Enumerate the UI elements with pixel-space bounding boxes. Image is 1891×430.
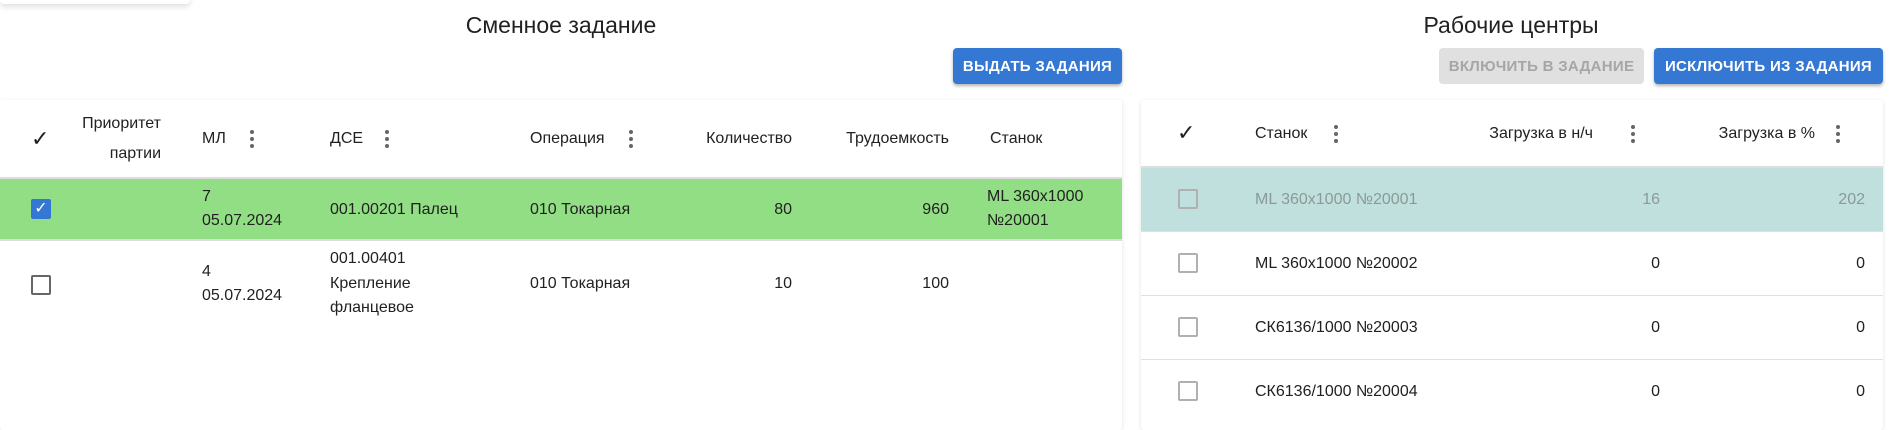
header-labor[interactable]: Трудоемкость (846, 130, 949, 147)
row-machine: СК6136/1000 №20004 (1255, 383, 1418, 400)
row-operation: 010 Токарная (530, 201, 631, 218)
row-load-hours: 0 (1651, 383, 1660, 400)
row-machine-number: №20001 (987, 212, 1049, 229)
select-all-check-icon[interactable]: ✓ (1177, 120, 1196, 145)
select-all-check-icon[interactable]: ✓ (31, 126, 50, 151)
row-machine: СК6136/1000 №20003 (1255, 319, 1418, 336)
row-checkbox[interactable] (1178, 381, 1198, 401)
row-ml: 4 (202, 263, 211, 280)
issue-tasks-button[interactable]: ВЫДАТЬ ЗАДАНИЯ (953, 48, 1122, 84)
row-load-hours: 16 (1642, 191, 1660, 208)
header-ml[interactable]: МЛ (202, 130, 226, 147)
ml-column-menu-icon[interactable] (250, 130, 254, 151)
header-machine[interactable]: Станок (990, 130, 1043, 147)
row-quantity: 80 (774, 201, 792, 218)
machine-column-menu-icon[interactable] (1334, 125, 1338, 146)
row-checkbox-checked[interactable]: ✓ (31, 199, 51, 219)
header-load-pct[interactable]: Загрузка в % (1718, 125, 1815, 142)
dse-column-menu-icon[interactable] (385, 130, 389, 151)
row-load-hours: 0 (1651, 255, 1660, 272)
row-machine: ML 360x1000 №20002 (1255, 255, 1418, 272)
work-centers-table: ✓ Станок Загрузка в н/ч Загрузка в % ML … (1141, 100, 1883, 430)
row-load-pct: 0 (1856, 383, 1865, 400)
table-header: ✓ Станок Загрузка в н/ч Загрузка в % (1141, 100, 1883, 168)
table-row[interactable]: ML 360x1000 №20001 16 202 (1141, 168, 1883, 232)
row-load-pct: 202 (1838, 191, 1865, 208)
header-priority-line1: Приоритет (82, 115, 161, 132)
row-labor: 100 (922, 275, 949, 292)
row-load-hours: 0 (1651, 319, 1660, 336)
row-machine: ML 360x1000 (987, 188, 1084, 205)
row-dse: 001.00401 (330, 250, 406, 267)
row-checkbox[interactable] (1178, 189, 1198, 209)
load-pct-column-menu-icon[interactable] (1836, 125, 1840, 146)
header-operation[interactable]: Операция (530, 130, 605, 147)
row-dse-name: Крепление (330, 275, 411, 292)
table-row[interactable]: ML 360x1000 №20002 0 0 (1141, 232, 1883, 296)
row-operation: 010 Токарная (530, 275, 631, 292)
row-dse: 001.00201 Палец (330, 201, 458, 218)
top-menu-card (0, 0, 190, 4)
row-date: 05.07.2024 (202, 212, 283, 229)
header-quantity[interactable]: Количество (706, 130, 792, 147)
row-load-pct: 0 (1856, 255, 1865, 272)
row-checkbox[interactable] (1178, 317, 1198, 337)
header-dse[interactable]: ДСЕ (330, 130, 364, 147)
row-labor: 960 (922, 201, 949, 218)
exclude-from-task-button[interactable]: ИСКЛЮЧИТЬ ИЗ ЗАДАНИЯ (1654, 48, 1883, 84)
row-checkbox[interactable] (1178, 253, 1198, 273)
header-machine[interactable]: Станок (1255, 125, 1308, 142)
table-row[interactable]: СК6136/1000 №20004 0 0 (1141, 360, 1883, 424)
shift-task-table: ✓ Приоритет партии МЛ ДСЕ Операция Количе… (0, 100, 1122, 430)
table-row[interactable]: СК6136/1000 №20003 0 0 (1141, 296, 1883, 360)
row-ml: 7 (202, 188, 211, 205)
work-centers-title: Рабочие центры (1423, 12, 1599, 38)
row-quantity: 10 (774, 275, 792, 292)
table-row[interactable]: ✓ 7 05.07.2024 001.00201 Палец 010 Токар… (0, 179, 1122, 241)
header-load-hours[interactable]: Загрузка в н/ч (1489, 125, 1593, 142)
include-in-task-button[interactable]: ВКЛЮЧИТЬ В ЗАДАНИЕ (1439, 48, 1644, 84)
row-date: 05.07.2024 (202, 287, 283, 304)
header-priority-line2: партии (109, 145, 161, 162)
row-dse-name-2: фланцевое (330, 299, 414, 316)
table-row[interactable]: 4 05.07.2024 001.00401 Крепление фланцев… (0, 241, 1122, 327)
table-header: ✓ Приоритет партии МЛ ДСЕ Операция Количе… (0, 100, 1122, 179)
header-priority[interactable]: Приоритет партии (60, 109, 161, 169)
row-checkbox[interactable] (31, 275, 51, 295)
operation-column-menu-icon[interactable] (629, 130, 633, 151)
row-machine: ML 360x1000 №20001 (1255, 191, 1418, 208)
row-load-pct: 0 (1856, 319, 1865, 336)
shift-task-title: Сменное задание (465, 12, 657, 38)
load-hours-column-menu-icon[interactable] (1631, 125, 1635, 146)
